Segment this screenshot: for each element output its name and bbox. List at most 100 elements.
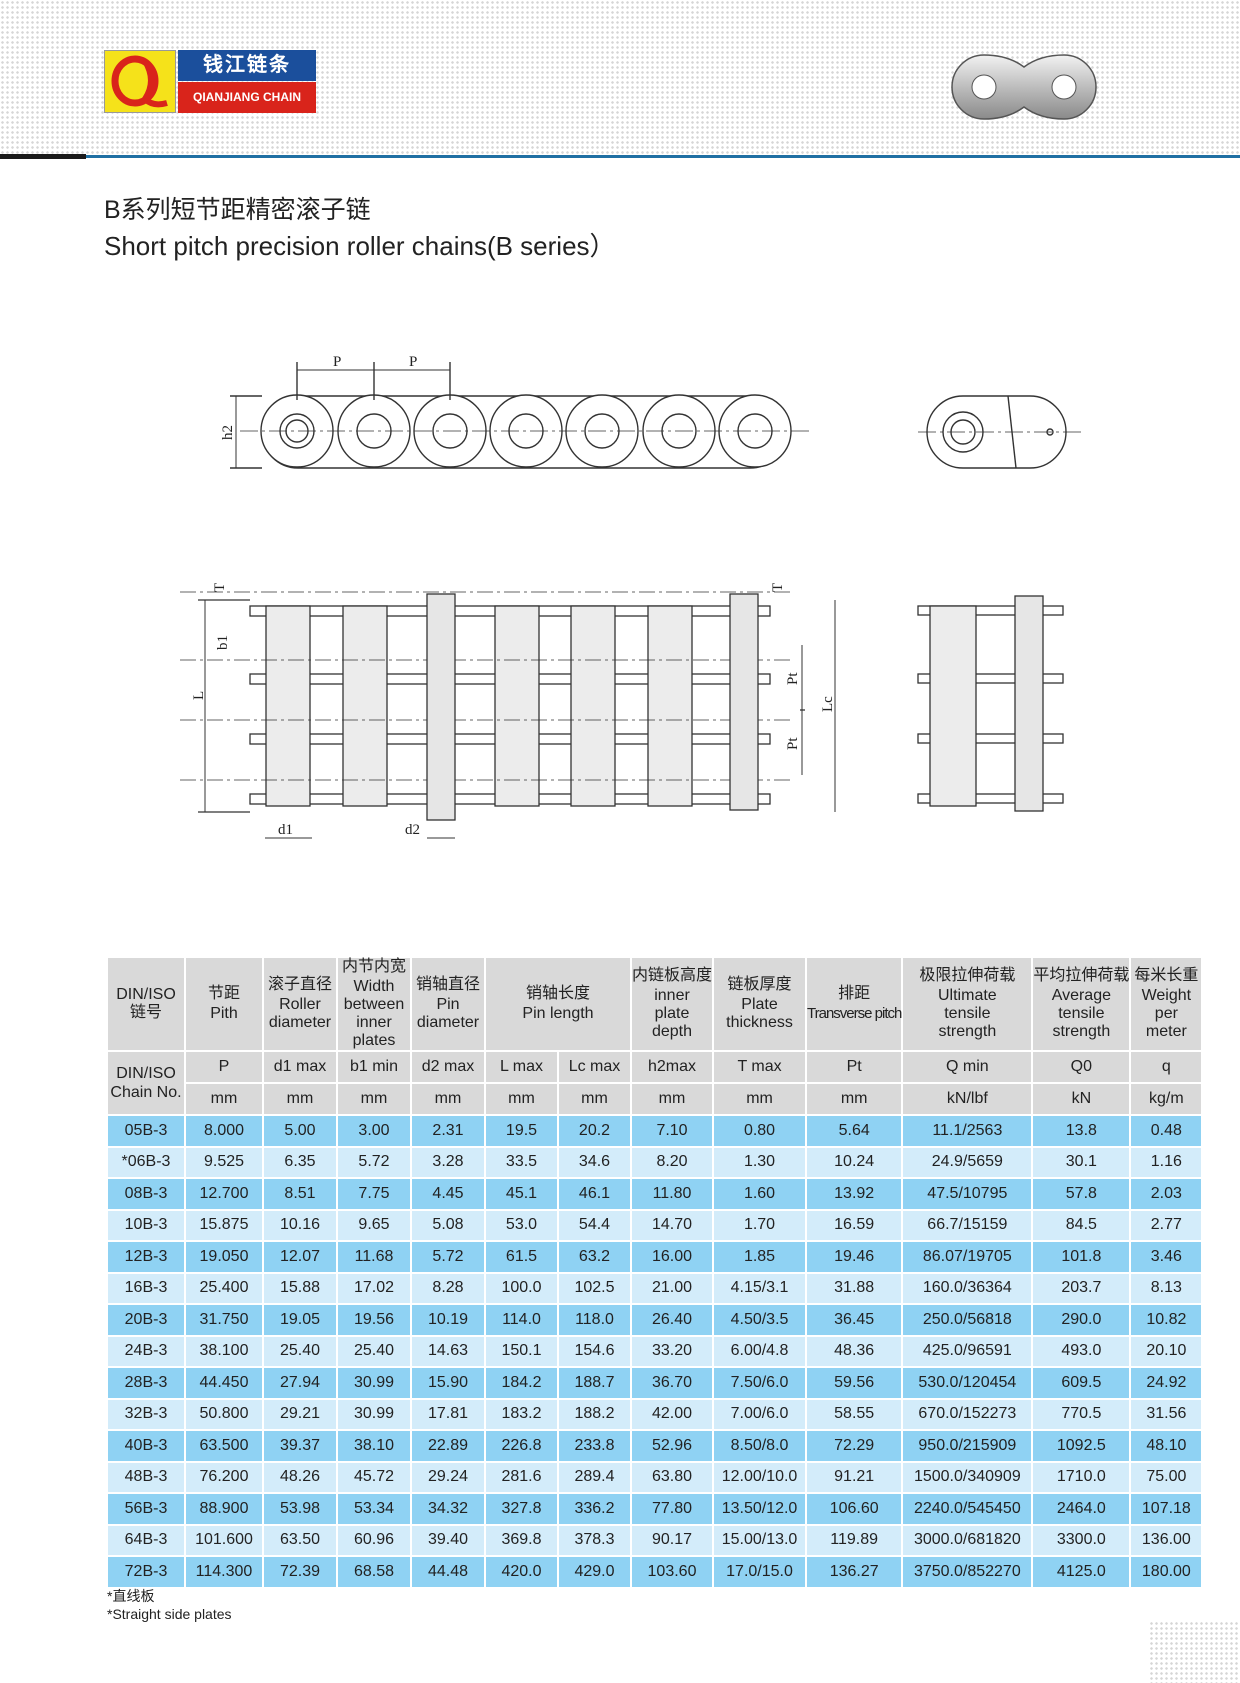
table-cell: 493.0	[1033, 1336, 1130, 1366]
table-cell: 4.50/3.5	[714, 1305, 806, 1335]
d1-label: d1	[278, 822, 293, 838]
table-cell: 160.0/36364	[903, 1273, 1032, 1303]
table-cell: 30.99	[338, 1399, 410, 1429]
table-cell: 770.5	[1033, 1399, 1130, 1429]
table-cell: 5.72	[412, 1242, 484, 1272]
table-cell: 7.10	[632, 1116, 713, 1146]
table-cell: 24.9/5659	[903, 1147, 1032, 1177]
table-cell: 63.2	[559, 1242, 630, 1272]
table-cell: 188.2	[559, 1399, 630, 1429]
table-cell: 188.7	[559, 1368, 630, 1398]
table-cell: 4.15/3.1	[714, 1273, 806, 1303]
table-cell: 5.08	[412, 1210, 484, 1240]
table-cell: 52.96	[632, 1431, 713, 1461]
table-cell: 1500.0/340909	[903, 1462, 1032, 1492]
table-cell: 46.1	[559, 1179, 630, 1209]
header-10: 平均拉伸荷载 Average tensile strength	[1033, 958, 1130, 1050]
table-cell: 33.5	[486, 1147, 557, 1177]
table-cell: 61.5	[486, 1242, 557, 1272]
footnote-cn: *直线板	[107, 1588, 155, 1604]
roller	[570, 605, 616, 807]
table-cell: 15.90	[412, 1368, 484, 1398]
header-5: 销轴长度 Pin length	[486, 958, 630, 1050]
table-cell: 39.37	[264, 1431, 336, 1461]
table-cell: 4125.0	[1033, 1557, 1130, 1587]
chain-no-cell: 20B-3	[108, 1305, 184, 1335]
roller	[265, 605, 311, 807]
table-cell: 1.70	[714, 1210, 806, 1240]
page-title-en: Short pitch precision roller chains(B se…	[104, 231, 616, 261]
table-cell: 670.0/152273	[903, 1399, 1032, 1429]
logo-name-en: QIANJIANG CHAIN	[178, 82, 316, 113]
header-8: 排距 Transverse pitch	[807, 958, 902, 1050]
table-cell: 77.80	[632, 1494, 713, 1524]
chain-no-cell: 24B-3	[108, 1336, 184, 1366]
table-cell: 68.58	[338, 1557, 410, 1587]
table-cell: 7.75	[338, 1179, 410, 1209]
table-row: 56B-3 88.900 53.98 53.34 34.32 327.8 336.2 77.8…	[108, 1494, 1202, 1524]
Pt-label-2: Pt	[785, 737, 801, 750]
corner-dot-pattern	[1149, 1621, 1240, 1683]
table-cell: 72.29	[807, 1431, 902, 1461]
table-cell: 609.5	[1033, 1368, 1130, 1398]
table-cell: 10.82	[1131, 1305, 1202, 1335]
L-label: L	[191, 691, 207, 700]
table-cell: 101.8	[1033, 1242, 1130, 1272]
table-cell: 33.20	[632, 1336, 713, 1366]
table-row: 28B-3 44.450 27.94 30.99 15.90 184.2 188.7 36.7…	[108, 1368, 1202, 1398]
table-cell: 226.8	[486, 1431, 557, 1461]
table-cell: 10.16	[264, 1210, 336, 1240]
table-cell: 19.5	[486, 1116, 557, 1146]
table-cell: 86.07/19705	[903, 1242, 1032, 1272]
chain-no-cell: 32B-3	[108, 1399, 184, 1429]
table-cell: 34.6	[559, 1147, 630, 1177]
table-cell: 1.30	[714, 1147, 806, 1177]
symbol-10: Q0	[1033, 1052, 1130, 1082]
T-label-left: T	[212, 583, 228, 592]
table-cell: 21.00	[632, 1273, 713, 1303]
table-cell: 88.900	[186, 1494, 262, 1524]
symbol-1: d1 max	[264, 1052, 336, 1082]
table-cell: 8.50/8.0	[714, 1431, 806, 1461]
table-cell: 50.800	[186, 1399, 262, 1429]
table-cell: 107.18	[1131, 1494, 1202, 1524]
table-row: 20B-3 31.750 19.05 19.56 10.19 114.0 118.0 26.4…	[108, 1305, 1202, 1335]
table-cell: 11.80	[632, 1179, 713, 1209]
table-cell: 4.45	[412, 1179, 484, 1209]
table-cell: 425.0/96591	[903, 1336, 1032, 1366]
table-cell: 84.5	[1033, 1210, 1130, 1240]
table-cell: 17.81	[412, 1399, 484, 1429]
table-cell: 26.40	[632, 1305, 713, 1335]
table-cell: 6.00/4.8	[714, 1336, 806, 1366]
table-cell: 72.39	[264, 1557, 336, 1587]
table-cell: 58.55	[807, 1399, 902, 1429]
table-cell: 180.00	[1131, 1557, 1202, 1587]
table-row: *06B-3 9.525 6.35 5.72 3.28 33.5 34.6 8.20 1.30 1…	[108, 1147, 1202, 1177]
table-cell: 20.10	[1131, 1336, 1202, 1366]
chain-no-cell: 08B-3	[108, 1179, 184, 1209]
table-cell: 5.72	[338, 1147, 410, 1177]
unit-11: kg/m	[1131, 1084, 1202, 1114]
table-cell: 54.4	[559, 1210, 630, 1240]
table-cell: 91.21	[807, 1462, 902, 1492]
table-cell: 12.07	[264, 1242, 336, 1272]
table-cell: 118.0	[559, 1305, 630, 1335]
table-cell: 2.31	[412, 1116, 484, 1146]
chain-no-cell: 48B-3	[108, 1462, 184, 1492]
header-6: 内链板高度 inner plate depth	[632, 958, 713, 1050]
roller	[494, 605, 540, 807]
table-cell: 13.8	[1033, 1116, 1130, 1146]
table-cell: 184.2	[486, 1368, 557, 1398]
table-cell: 3.28	[412, 1147, 484, 1177]
table-cell: 378.3	[559, 1525, 630, 1555]
Lc-label: Lc	[820, 696, 836, 712]
table-cell: 9.525	[186, 1147, 262, 1177]
table-cell: 3000.0/681820	[903, 1525, 1032, 1555]
table-cell: 102.5	[559, 1273, 630, 1303]
table-cell: 63.50	[264, 1525, 336, 1555]
table-cell: 5.00	[264, 1116, 336, 1146]
table-cell: 59.56	[807, 1368, 902, 1398]
table-row: 24B-3 38.100 25.40 25.40 14.63 150.1 154.6 33.2…	[108, 1336, 1202, 1366]
table-cell: 25.400	[186, 1273, 262, 1303]
unit-0: mm	[186, 1084, 262, 1114]
